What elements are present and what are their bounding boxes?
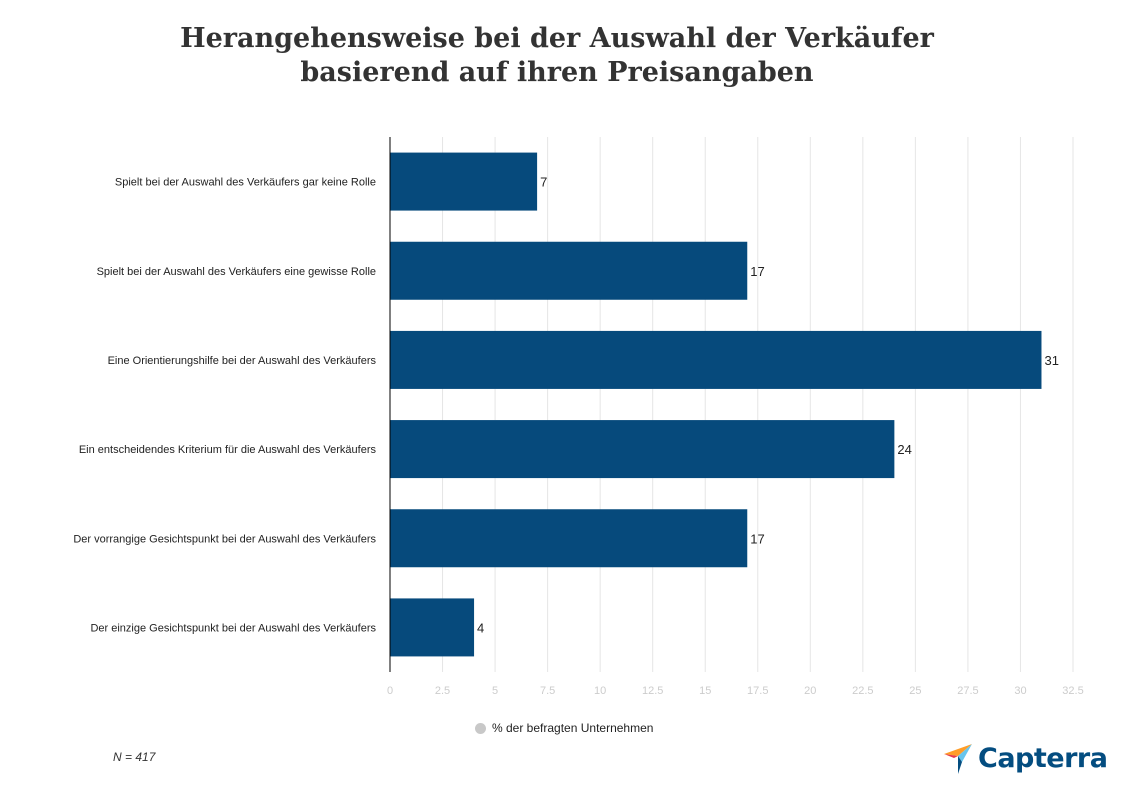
bar <box>390 420 895 479</box>
capterra-arrow-icon <box>944 744 972 774</box>
x-tick-label: 27.5 <box>957 685 978 697</box>
x-tick-label: 15 <box>699 685 711 697</box>
x-tick-label: 30 <box>1014 685 1026 697</box>
x-tick-label: 25 <box>909 685 921 697</box>
legend-label: % der befragten Unternehmen <box>492 721 654 735</box>
legend-marker-icon <box>475 722 486 734</box>
bar <box>390 330 1042 389</box>
bar <box>390 152 538 211</box>
value-label: 17 <box>750 264 764 279</box>
category-label: Der vorrangige Gesichtspunkt bei der Aus… <box>73 533 376 545</box>
x-tick-label: 7.5 <box>540 685 555 697</box>
chart-title: Herangehensweise bei der Auswahl der Ver… <box>0 22 1114 90</box>
value-label: 4 <box>477 620 484 635</box>
value-label: 7 <box>540 175 547 190</box>
category-label: Ein entscheidendes Kriterium für die Aus… <box>79 444 377 456</box>
x-tick-label: 10 <box>594 685 606 697</box>
legend[interactable]: % der befragten Unternehmen <box>475 721 653 735</box>
sample-size-note: N = 417 <box>113 750 156 764</box>
x-tick-label: 22.5 <box>852 685 873 697</box>
chart-title-line-1: Herangehensweise bei der Auswahl der Ver… <box>180 23 934 54</box>
bar <box>390 598 475 657</box>
value-label: 17 <box>750 531 764 546</box>
bar <box>390 509 748 568</box>
x-tick-label: 17.5 <box>747 685 768 697</box>
category-label: Eine Orientierungshilfe bei der Auswahl … <box>108 355 377 367</box>
category-label: Spielt bei der Auswahl des Verkäufers ei… <box>97 266 376 278</box>
chart-title-line-2: basierend auf ihren Preisangaben <box>300 57 814 88</box>
bar-chart: 0 2.5 5 7.5 10 12.5 15 17.5 20 22.5 25 27.5 30 32.5 Sp… <box>73 137 1084 697</box>
x-tick-label: 2.5 <box>435 685 450 697</box>
x-tick-label: 20 <box>804 685 816 697</box>
x-tick-label: 32.5 <box>1062 685 1083 697</box>
category-label: Der einzige Gesichtspunkt bei der Auswah… <box>90 622 376 634</box>
value-label: 24 <box>897 442 911 457</box>
value-label: 31 <box>1044 353 1058 368</box>
x-tick-label: 12.5 <box>642 685 663 697</box>
bar <box>390 241 748 300</box>
x-tick-label: 5 <box>492 685 498 697</box>
capterra-logo: Capterra <box>944 742 1108 774</box>
x-tick-label: 0 <box>387 685 393 697</box>
capterra-wordmark: Capterra <box>978 742 1108 774</box>
category-label: Spielt bei der Auswahl des Verkäufers ga… <box>115 177 376 189</box>
